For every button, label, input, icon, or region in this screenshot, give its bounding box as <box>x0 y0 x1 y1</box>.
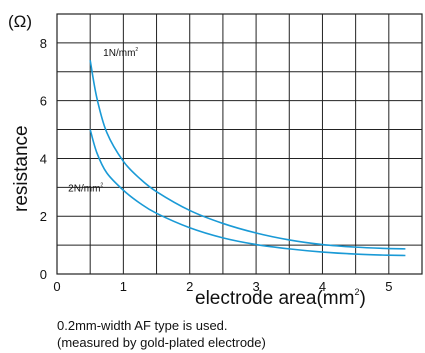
note-measured: (measured by gold-plated electrode) <box>57 335 266 350</box>
plot-frame <box>56 13 423 275</box>
series-labels: 1N/mm2 2N/mm2 <box>68 47 138 194</box>
chart-grid <box>56 13 423 275</box>
series-lines <box>89 60 406 257</box>
series-label-2n: 2N/mm2 <box>68 183 103 195</box>
y-tick-label: 2 <box>40 209 47 224</box>
x-axis-label-sup: 2 <box>354 287 359 297</box>
y-tick-label: 6 <box>40 94 47 109</box>
x-tick-label: 2 <box>186 279 193 294</box>
x-tick-label: 4 <box>319 279 326 294</box>
note-af-type: 0.2mm-width AF type is used. <box>57 318 228 333</box>
y-tick-label: 0 <box>40 267 47 282</box>
x-tick-label: 1 <box>120 279 127 294</box>
y-axis-label: resistance <box>11 125 32 212</box>
x-axis-label-text: electrode area(mm <box>195 288 354 309</box>
series-line-1n <box>89 60 406 250</box>
axis-ticks: 0 1 2 3 4 5 0 2 4 6 8 <box>40 36 393 294</box>
x-tick-label: 0 <box>53 279 60 294</box>
x-tick-label: 5 <box>385 279 392 294</box>
x-axis-label: electrode area(mm2) <box>195 287 366 309</box>
x-tick-label: 3 <box>252 279 259 294</box>
series-label-1n: 1N/mm2 <box>103 47 138 59</box>
x-axis-label-close: ) <box>359 288 365 309</box>
y-tick-label: 8 <box>40 36 47 51</box>
y-tick-label: 4 <box>40 151 47 166</box>
y-unit-label: (Ω) <box>8 12 32 31</box>
series-line-2n <box>89 129 406 257</box>
